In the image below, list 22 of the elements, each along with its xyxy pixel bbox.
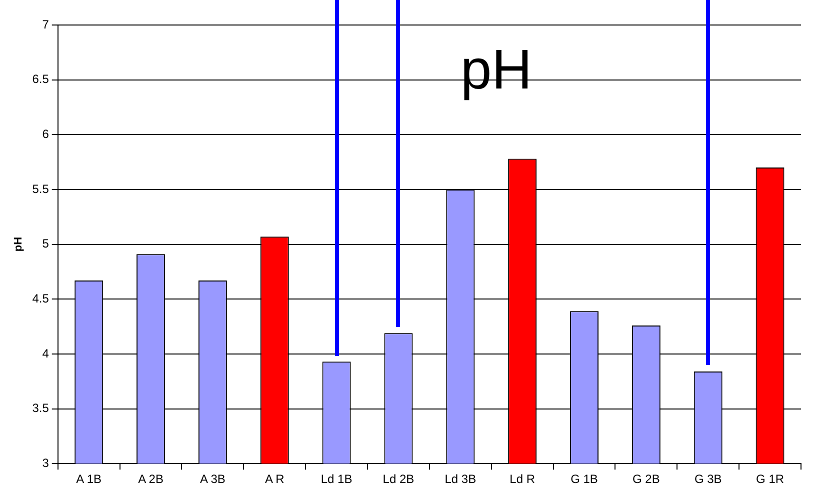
x-tick-label: Ld R [510, 472, 536, 486]
y-tick-label: 7 [42, 17, 50, 32]
y-tick-label: 6 [42, 126, 50, 141]
y-tick-label: 3.5 [32, 401, 50, 416]
x-tick-label: Ld 3B [444, 472, 476, 486]
y-tick-label: 4 [42, 346, 50, 360]
x-tick-label: A 2B [138, 472, 164, 486]
x-tick-label: G 1B [570, 472, 598, 486]
x-tick-label: A 1B [76, 472, 102, 486]
y-tick-label: 3 [42, 456, 50, 470]
y-tick-label: 4.5 [32, 291, 50, 306]
x-tick-label: G 1R [756, 472, 784, 486]
y-tick-label: 5.5 [32, 182, 50, 196]
x-tick-label: Ld 1B [320, 472, 352, 486]
x-tick-label: A R [264, 472, 285, 486]
x-tick-label: G 2B [632, 472, 660, 486]
x-tick-label: Ld 2B [382, 472, 414, 486]
x-tick-label: G 3B [694, 472, 722, 486]
y-axis-title: pH [12, 236, 25, 252]
y-tick-label: 6.5 [32, 72, 50, 86]
x-tick-label: A 3B [200, 472, 226, 486]
y-tick-label: 5 [42, 236, 50, 251]
